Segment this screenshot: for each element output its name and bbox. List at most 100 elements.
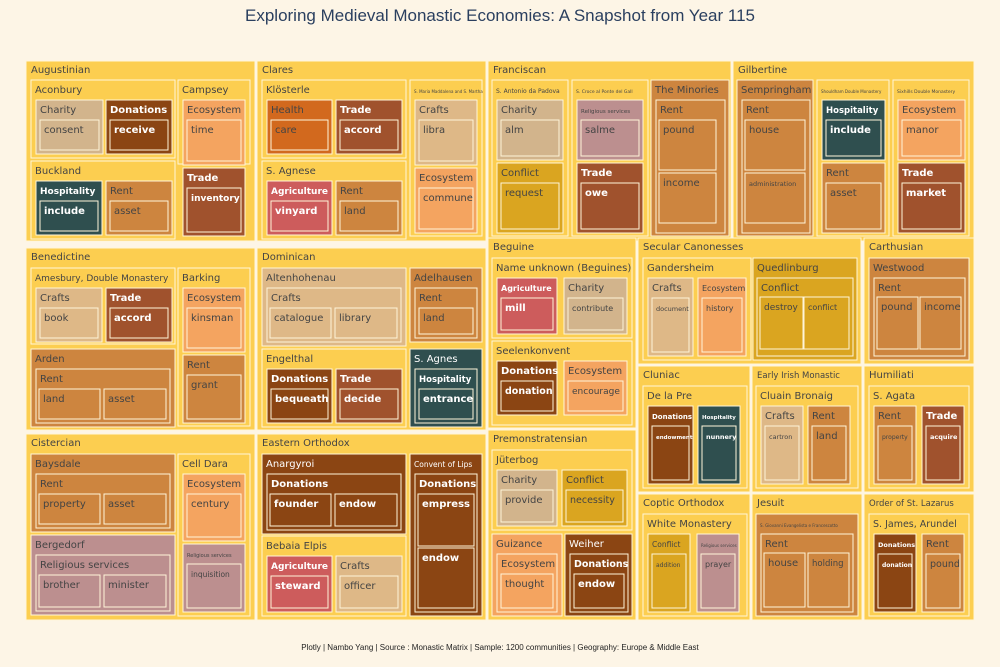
keyword-tile-asset[interactable] bbox=[103, 493, 167, 525]
keyword-tile-kinsman[interactable] bbox=[186, 307, 242, 349]
community-label-cell-dara: Cell Dara bbox=[182, 459, 228, 470]
keyword-label-conflict: conflict bbox=[808, 303, 837, 312]
keyword-tile-endowment[interactable] bbox=[651, 425, 690, 481]
keyword-tile-pound[interactable] bbox=[658, 119, 717, 171]
keyword-tile-administration[interactable] bbox=[744, 172, 806, 224]
keyword-label-encourage: encourage bbox=[572, 387, 620, 397]
keyword-tile-owe[interactable] bbox=[580, 182, 640, 230]
keyword-tile-catalogue[interactable] bbox=[269, 307, 332, 339]
keyword-tile-steward[interactable] bbox=[270, 575, 329, 609]
keyword-tile-consent[interactable] bbox=[39, 119, 100, 151]
keyword-tile-thought[interactable] bbox=[500, 573, 554, 609]
keyword-label-destroy: destroy bbox=[764, 303, 798, 313]
keyword-tile-mill[interactable] bbox=[500, 297, 554, 331]
keyword-tile-nunnery[interactable] bbox=[701, 425, 737, 481]
keyword-tile-holding[interactable] bbox=[807, 552, 850, 608]
keyword-tile-manor[interactable] bbox=[901, 119, 962, 157]
keyword-tile-contribute[interactable] bbox=[567, 297, 624, 331]
keyword-tile-donation[interactable] bbox=[877, 553, 913, 609]
keyword-label-endow: endow bbox=[578, 579, 615, 590]
keyword-tile-inventory[interactable] bbox=[186, 187, 242, 233]
activity-label-ecosystem: Ecosystem bbox=[568, 366, 622, 377]
activity-label-charity: Charity bbox=[568, 283, 604, 294]
keyword-tile-entrance[interactable] bbox=[418, 388, 474, 420]
keyword-tile-salme[interactable] bbox=[580, 119, 640, 157]
keyword-tile-conflict[interactable] bbox=[803, 296, 850, 350]
keyword-tile-addition[interactable] bbox=[651, 553, 687, 609]
keyword-label-grant: grant bbox=[191, 380, 218, 391]
keyword-tile-income[interactable] bbox=[658, 172, 717, 224]
keyword-tile-alm[interactable] bbox=[500, 119, 560, 157]
keyword-tile-decide[interactable] bbox=[339, 388, 399, 420]
keyword-tile-include[interactable] bbox=[825, 119, 882, 157]
keyword-tile-minister[interactable] bbox=[103, 574, 167, 608]
keyword-tile-asset[interactable] bbox=[825, 182, 882, 230]
keyword-tile-necessity[interactable] bbox=[565, 489, 624, 523]
keyword-tile-document[interactable] bbox=[651, 297, 690, 353]
keyword-label-nunnery: nunnery bbox=[706, 433, 737, 441]
activity-label-rent: Rent bbox=[340, 186, 363, 197]
keyword-tile-asset[interactable] bbox=[103, 388, 167, 420]
keyword-tile-income[interactable] bbox=[919, 296, 962, 350]
keyword-tile-pound[interactable] bbox=[876, 296, 919, 350]
keyword-label-land: land bbox=[344, 206, 366, 217]
keyword-tile-encourage[interactable] bbox=[567, 380, 624, 412]
keyword-tile-acquire[interactable] bbox=[925, 425, 961, 481]
keyword-tile-property[interactable] bbox=[877, 425, 913, 481]
keyword-tile-accord[interactable] bbox=[339, 119, 399, 151]
keyword-label-receive: receive bbox=[114, 125, 155, 136]
keyword-tile-book[interactable] bbox=[39, 307, 99, 339]
keyword-tile-officer[interactable] bbox=[339, 575, 399, 609]
keyword-tile-house[interactable] bbox=[763, 552, 806, 608]
keyword-tile-accord[interactable] bbox=[109, 307, 169, 339]
keyword-tile-century[interactable] bbox=[186, 493, 242, 538]
keyword-tile-vinyard[interactable] bbox=[270, 200, 329, 232]
community-label-s-maria-maddalena-and-s-martha: S. Maria Maddalena and S. Martha bbox=[414, 89, 483, 94]
community-label-bergedorf: Bergedorf bbox=[35, 540, 85, 551]
keyword-tile-endow[interactable] bbox=[417, 547, 475, 609]
keyword-tile-receive[interactable] bbox=[109, 119, 169, 151]
keyword-tile-bequeath[interactable] bbox=[270, 388, 329, 420]
keyword-tile-pound[interactable] bbox=[925, 553, 961, 609]
keyword-tile-brother[interactable] bbox=[38, 574, 101, 608]
keyword-tile-request[interactable] bbox=[500, 182, 560, 230]
keyword-tile-land[interactable] bbox=[38, 388, 101, 420]
keyword-tile-cartron[interactable] bbox=[764, 425, 800, 481]
keyword-tile-endow[interactable] bbox=[573, 573, 625, 609]
keyword-tile-land[interactable] bbox=[811, 425, 847, 481]
keyword-tile-prayer[interactable] bbox=[700, 553, 736, 609]
keyword-tile-destroy[interactable] bbox=[759, 296, 804, 350]
keyword-tile-land[interactable] bbox=[418, 307, 474, 335]
keyword-tile-market[interactable] bbox=[901, 182, 962, 230]
keyword-tile-history[interactable] bbox=[701, 297, 743, 353]
keyword-tile-grant[interactable] bbox=[186, 374, 242, 420]
keyword-label-house: house bbox=[749, 125, 779, 136]
keyword-tile-commune[interactable] bbox=[418, 187, 474, 230]
keyword-tile-empress[interactable] bbox=[417, 493, 475, 547]
activity-label-rent: Rent bbox=[187, 360, 210, 371]
keyword-label-provide: provide bbox=[505, 495, 543, 506]
keyword-tile-inquisition[interactable] bbox=[186, 563, 242, 609]
keyword-tile-libra[interactable] bbox=[418, 119, 474, 162]
keyword-label-document: document bbox=[656, 305, 689, 313]
activity-label-trade: Trade bbox=[340, 105, 372, 116]
keyword-tile-endow[interactable] bbox=[334, 493, 398, 527]
activity-label-conflict: Conflict bbox=[566, 475, 604, 486]
keyword-tile-property[interactable] bbox=[38, 493, 101, 525]
keyword-tile-care[interactable] bbox=[270, 119, 329, 151]
keyword-tile-donation[interactable] bbox=[500, 380, 554, 412]
keyword-tile-asset[interactable] bbox=[109, 200, 169, 232]
order-label-clares: Clares bbox=[262, 65, 293, 76]
keyword-tile-library[interactable] bbox=[334, 307, 398, 339]
activity-label-rent: Rent bbox=[926, 539, 949, 550]
keyword-tile-include[interactable] bbox=[39, 200, 99, 232]
keyword-tile-land[interactable] bbox=[339, 200, 399, 232]
keyword-label-salme: salme bbox=[585, 125, 615, 136]
keyword-tile-house[interactable] bbox=[744, 119, 806, 171]
keyword-tile-founder[interactable] bbox=[269, 493, 332, 527]
activity-label-donations: Donations bbox=[878, 541, 915, 549]
keyword-tile-provide[interactable] bbox=[500, 489, 554, 523]
order-label-carthusian: Carthusian bbox=[869, 242, 923, 253]
keyword-tile-time[interactable] bbox=[186, 119, 242, 162]
